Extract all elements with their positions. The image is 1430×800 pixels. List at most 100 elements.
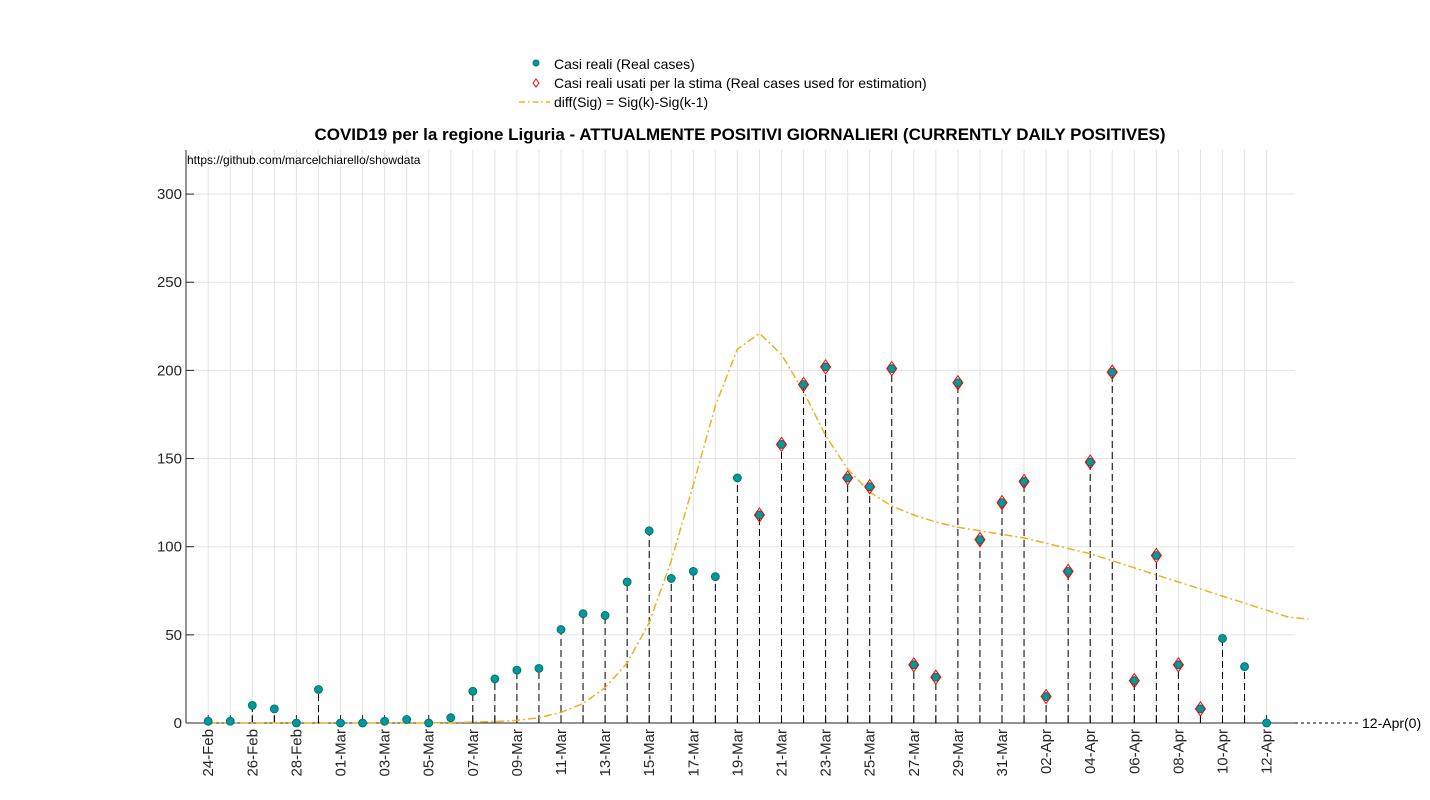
- point-estimation: [952, 374, 964, 391]
- point-real-case: [314, 685, 323, 694]
- point-real-case: [446, 713, 456, 723]
- point-real-case: [402, 715, 412, 724]
- y-tick-labels: 0 50 100 150 200 250 300: [157, 186, 182, 732]
- point-real-case: [1019, 477, 1029, 486]
- point-estimation: [1062, 563, 1074, 580]
- x-tick-label: 15-Mar: [641, 729, 658, 777]
- x-tick-label: 06-Apr: [1126, 729, 1143, 774]
- point-estimation: [930, 669, 942, 686]
- point-estimation: [1172, 656, 1185, 673]
- point-estimation: [1040, 688, 1052, 705]
- y-tick-label: 250: [157, 274, 182, 291]
- point-real-case: [622, 577, 632, 587]
- point-real-case: [424, 718, 434, 728]
- point-real-case: [380, 716, 390, 726]
- x-tick-label: 25-Mar: [862, 729, 879, 777]
- point-real-case: [512, 665, 522, 675]
- x-tick-label: 29-Mar: [950, 729, 967, 777]
- point-real-case: [821, 362, 830, 372]
- point-estimation: [864, 478, 876, 495]
- x-tick-label: 26-Feb: [244, 729, 261, 777]
- legend: Casi reali (Real cases) Casi reali usati…: [519, 56, 927, 110]
- point-estimation: [1150, 547, 1162, 564]
- point-estimation: [908, 656, 920, 673]
- y-tick-label: 200: [157, 362, 182, 379]
- x-tick-label: 27-Mar: [906, 729, 923, 777]
- x-tick-label: 01-Mar: [333, 729, 350, 777]
- x-tick-label: 02-Apr: [1038, 729, 1055, 774]
- point-real-case: [777, 440, 786, 449]
- legend-label-real-cases: Casi reali (Real cases): [554, 56, 695, 72]
- point-estimation: [775, 436, 788, 453]
- point-real-case: [336, 718, 345, 728]
- x-tick-label: 21-Mar: [774, 729, 791, 777]
- point-real-case: [799, 380, 808, 389]
- point-estimation: [1106, 364, 1118, 381]
- point-real-case: [291, 718, 301, 728]
- grid-lines: [186, 150, 1295, 724]
- point-real-case: [1196, 704, 1205, 714]
- point-real-case: [556, 625, 566, 634]
- x-tick-label: 11-Mar: [553, 729, 570, 775]
- point-real-case: [865, 482, 875, 492]
- point-real-case: [269, 704, 279, 714]
- y-tick-label: 300: [157, 186, 182, 203]
- point-real-case: [1085, 457, 1095, 467]
- y-tick-label: 0: [174, 715, 182, 732]
- point-real-case: [1151, 551, 1161, 560]
- point-real-case: [247, 700, 257, 710]
- x-tick-label: 04-Apr: [1082, 729, 1099, 774]
- point-real-case: [733, 473, 742, 483]
- x-tick-label: 19-Mar: [729, 729, 746, 777]
- point-real-case: [1262, 718, 1271, 728]
- trend-line: [208, 332, 1309, 724]
- x-tick-label: 07-Mar: [465, 729, 482, 777]
- legend-label-diff: diff(Sig) = Sig(k)-Sig(k-1): [554, 94, 708, 110]
- point-real-case: [1107, 367, 1117, 377]
- point-real-case: [953, 378, 963, 388]
- legend-label-estimation: Casi reali usati per la stima (Real case…: [554, 75, 927, 91]
- point-estimation: [797, 376, 810, 393]
- data-points: [203, 362, 1271, 728]
- point-real-case: [1218, 633, 1227, 643]
- stem-lines: [251, 366, 1246, 723]
- point-real-case: [578, 609, 588, 619]
- point-real-case: [203, 716, 213, 726]
- point-real-case: [534, 663, 544, 673]
- point-estimation: [753, 507, 766, 523]
- point-real-case: [666, 574, 676, 583]
- axes: [185, 150, 1295, 724]
- point-estimation: [1084, 454, 1096, 470]
- x-tick-label: 08-Apr: [1170, 729, 1187, 774]
- point-real-case: [997, 498, 1007, 508]
- x-tick-label: 31-Mar: [994, 729, 1011, 777]
- point-real-case: [688, 566, 698, 576]
- x-tick-label: 03-Mar: [377, 729, 394, 777]
- x-tick-label: 10-Apr: [1215, 729, 1232, 774]
- x-tick-label: 12-Apr: [1259, 729, 1276, 774]
- point-real-case: [1129, 676, 1139, 686]
- point-real-case: [909, 660, 919, 670]
- estimation-markers: [753, 358, 1207, 717]
- point-real-case: [468, 686, 478, 696]
- point-real-case: [755, 510, 764, 520]
- x-tick-labels: 24-Feb 26-Feb 28-Feb 01-Mar 03-Mar 05-Mar 07-M…: [200, 729, 1275, 777]
- point-real-case: [1240, 662, 1249, 671]
- annotation-label: 12-Apr(0): [1362, 715, 1421, 731]
- point-estimation: [1018, 473, 1030, 490]
- x-tick-label: 23-Mar: [818, 729, 835, 777]
- legend-marker-real-cases: [532, 59, 540, 67]
- x-tick-label: 05-Mar: [421, 729, 438, 777]
- point-estimation: [819, 358, 832, 375]
- point-estimation: [842, 470, 854, 486]
- point-real-case: [644, 526, 654, 536]
- chart-title: COVID19 per la regione Liguria - ATTUALM…: [314, 125, 1165, 144]
- y-tick-label: 150: [157, 451, 182, 468]
- point-real-case: [975, 535, 985, 545]
- point-real-case: [490, 674, 500, 684]
- point-real-case: [225, 716, 235, 726]
- legend-marker-estimation: [532, 78, 540, 88]
- x-tick-label: 09-Mar: [509, 729, 526, 777]
- x-tick-label: 13-Mar: [597, 729, 614, 777]
